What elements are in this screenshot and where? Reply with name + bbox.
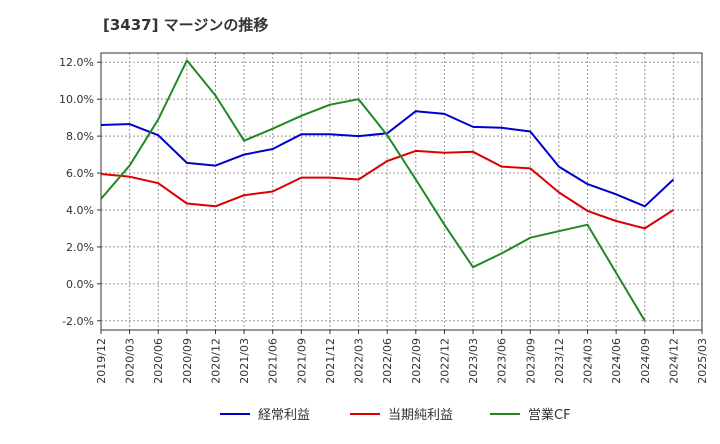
- x-tick-label: 2021/12: [324, 338, 337, 384]
- x-tick-label: 2022/09: [410, 338, 423, 384]
- x-tick-label: 2021/09: [295, 338, 308, 384]
- legend-label-2: 営業CF: [528, 407, 571, 423]
- x-tick-label: 2023/06: [496, 338, 509, 384]
- y-tick-label: 2.0%: [66, 241, 94, 254]
- x-tick-label: 2019/12: [95, 338, 108, 384]
- x-tick-label: 2020/09: [181, 338, 194, 384]
- series-line-2: [100, 59, 646, 322]
- x-tick-label: 2024/03: [582, 338, 595, 384]
- x-tick-label: 2024/12: [667, 338, 680, 384]
- plot-frame: [100, 52, 703, 331]
- x-tick-label: 2023/03: [467, 338, 480, 384]
- x-tick-label: 2022/03: [353, 338, 366, 384]
- y-tick-label: 4.0%: [66, 204, 94, 217]
- chart-title: [3437] マージンの推移: [103, 16, 269, 34]
- x-tick-label: 2023/09: [524, 338, 537, 384]
- x-tick-label: 2024/09: [639, 338, 652, 384]
- y-tick-label: 8.0%: [66, 130, 94, 143]
- y-tick-label: 12.0%: [59, 56, 94, 69]
- legend-label-0: 経常利益: [258, 408, 310, 423]
- x-tick-label: 2022/06: [381, 338, 394, 384]
- x-tick-label: 2021/06: [267, 338, 280, 384]
- plot-area: [101, 53, 702, 330]
- y-tick-label: -2.0%: [62, 315, 94, 328]
- y-tick-label: 10.0%: [59, 93, 94, 106]
- x-tick-label: 2020/06: [152, 338, 165, 384]
- x-tick-label: 2020/12: [209, 338, 222, 384]
- x-tick-label: 2023/12: [553, 338, 566, 384]
- series-line-1: [100, 149, 674, 230]
- x-tick-label: 2021/03: [238, 338, 251, 384]
- x-tick-label: 2020/03: [124, 338, 137, 384]
- legend-label-1: 当期純利益: [388, 408, 453, 423]
- x-tick-label: 2022/12: [438, 338, 451, 384]
- x-tick-label: 2024/06: [610, 338, 623, 384]
- y-tick-label: 6.0%: [66, 167, 94, 180]
- x-tick-label: 2025/03: [696, 338, 709, 384]
- series-line-0: [100, 110, 675, 208]
- y-tick-label: 0.0%: [66, 278, 94, 291]
